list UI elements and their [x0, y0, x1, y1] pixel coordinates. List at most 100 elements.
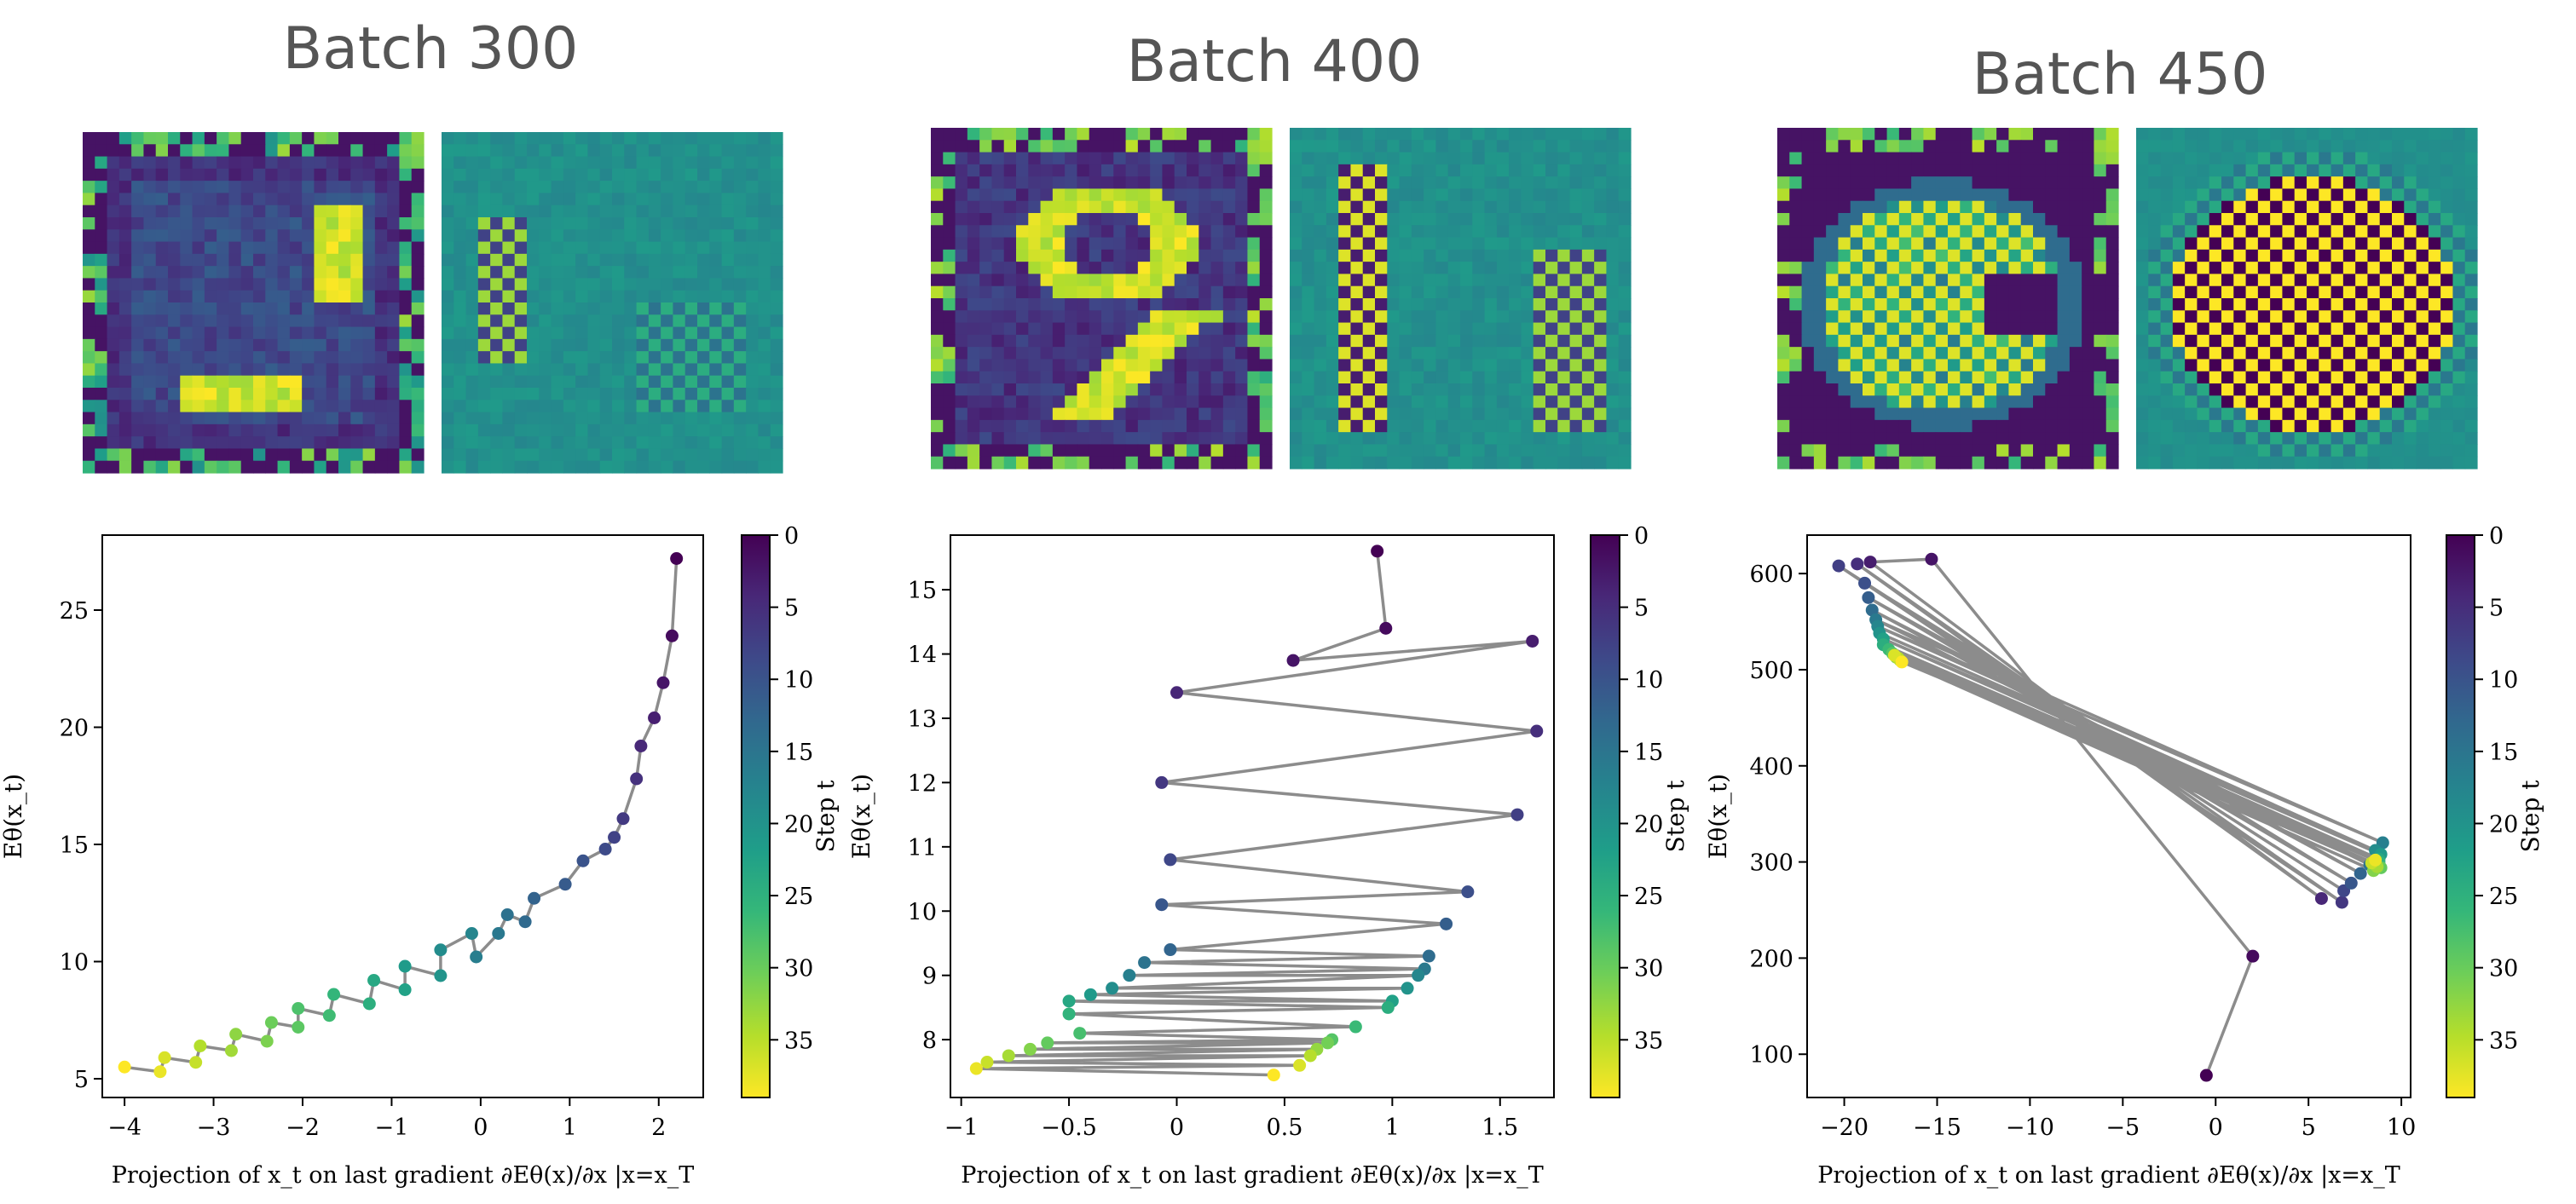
- panel-title-batch-400: Batch 400: [1127, 28, 1423, 95]
- y-tick-label: 500: [1749, 658, 1793, 684]
- x-tick-label: −4: [107, 1115, 142, 1141]
- data-point: [1106, 982, 1119, 995]
- data-point: [1267, 1069, 1280, 1082]
- data-point: [980, 1056, 994, 1069]
- colorbar-tick-label: 10: [2489, 667, 2518, 694]
- image-tile: [2136, 128, 2478, 470]
- data-point: [558, 878, 572, 891]
- colorbar-tick-label: 25: [2489, 884, 2518, 910]
- data-point: [1401, 982, 1414, 995]
- data-point: [1164, 943, 1177, 957]
- data-point: [528, 891, 541, 905]
- plot-frame: [950, 534, 1555, 1098]
- data-point: [1381, 1000, 1395, 1014]
- x-tick-label: −3: [197, 1115, 231, 1141]
- data-point: [1895, 655, 1909, 669]
- data-point: [500, 908, 514, 921]
- data-point: [670, 552, 684, 565]
- colorbar-tick-label: 0: [2489, 523, 2504, 550]
- panel-title-batch-450: Batch 450: [1972, 41, 2268, 108]
- colorbar-tick-label: 20: [784, 811, 813, 838]
- trajectory-line: [976, 550, 1538, 1077]
- data-point: [1170, 686, 1183, 700]
- y-tick-label: 200: [1749, 946, 1793, 972]
- data-point: [576, 854, 590, 867]
- colorbar-tick-label: 35: [784, 1028, 813, 1054]
- data-point: [367, 974, 381, 987]
- data-point: [118, 1060, 131, 1074]
- x-tick-label: 1: [1385, 1115, 1400, 1141]
- x-tick-label: −2: [286, 1115, 320, 1141]
- x-tick-label: 10: [2387, 1115, 2416, 1141]
- data-point: [518, 915, 532, 929]
- y-tick-label: 12: [908, 770, 937, 797]
- data-point: [1349, 1020, 1362, 1034]
- y-tick-label: 400: [1749, 754, 1793, 781]
- data-point: [1412, 969, 1425, 982]
- colorbar-tick-label: 35: [1634, 1028, 1663, 1054]
- data-point: [665, 629, 679, 642]
- colorbar-tick-label: 10: [1634, 667, 1663, 694]
- data-point: [1123, 969, 1136, 982]
- x-tick-label: −1: [375, 1115, 409, 1141]
- colorbar-tick-label: 20: [1634, 811, 1663, 838]
- x-tick-label: −20: [1820, 1115, 1868, 1141]
- image-tile: [442, 132, 783, 474]
- data-point: [1526, 634, 1539, 648]
- colorbar-label: Step t: [2516, 780, 2544, 853]
- data-point: [264, 1016, 278, 1029]
- data-point: [1851, 557, 1864, 571]
- x-axis-label: Projection of x_t on last gradient ∂Eθ(x…: [1817, 1162, 2400, 1189]
- image-tile: [83, 132, 425, 474]
- data-point: [2369, 853, 2383, 867]
- x-tick-label: 0: [473, 1115, 488, 1141]
- plot-frame: [1806, 534, 2411, 1098]
- data-point: [189, 1056, 203, 1069]
- data-point: [616, 812, 630, 826]
- x-tick-label: 5: [2302, 1115, 2316, 1141]
- colorbar-tick-label: 5: [2489, 596, 2504, 622]
- colorbar-tick-label: 30: [1634, 956, 1663, 982]
- data-point: [1024, 1042, 1037, 1056]
- data-point: [598, 843, 612, 855]
- panel-title-batch-300: Batch 300: [283, 15, 579, 83]
- x-tick-label: 1: [563, 1115, 577, 1141]
- data-point: [2199, 1069, 2213, 1082]
- data-point: [292, 1002, 305, 1015]
- data-point: [634, 740, 648, 752]
- data-point: [2314, 891, 2328, 905]
- x-tick-label: 2: [651, 1115, 666, 1141]
- data-point: [648, 711, 661, 724]
- data-point: [470, 950, 483, 964]
- data-point: [158, 1051, 171, 1064]
- y-tick-label: 20: [60, 716, 89, 742]
- chart-2: −1 −0.5 0 0.5 1 1.5 8 9 10 11 12 13 14 15 Projection o…: [847, 523, 1689, 1189]
- data-point: [2246, 949, 2260, 963]
- data-point: [2354, 867, 2367, 880]
- colorbar: [741, 534, 771, 1098]
- data-point: [1073, 1027, 1087, 1040]
- y-tick-label: 13: [908, 706, 937, 733]
- colorbar-tick-label: 25: [1634, 884, 1663, 910]
- y-axis-label: Eθ(x_t): [1704, 774, 1732, 859]
- data-point: [1138, 956, 1152, 970]
- colorbar-tick-label: 35: [2489, 1028, 2518, 1054]
- y-tick-label: 10: [908, 899, 937, 925]
- colorbar-tick-label: 10: [784, 667, 813, 694]
- x-tick-label: 0: [1170, 1115, 1184, 1141]
- data-point: [1002, 1049, 1015, 1063]
- data-point: [1925, 552, 1938, 566]
- x-tick-label: 0.5: [1266, 1115, 1302, 1141]
- x-tick-label: −15: [1913, 1115, 1961, 1141]
- image-tile: [1777, 128, 2119, 470]
- colorbar-tick-label: 25: [784, 884, 813, 910]
- data-point: [2344, 876, 2358, 890]
- colorbar-tick-label: 15: [1634, 740, 1663, 766]
- colorbar-tick-label: 5: [784, 596, 799, 622]
- image-tile: [1290, 128, 1632, 470]
- data-point: [969, 1062, 983, 1075]
- data-point: [1379, 621, 1393, 635]
- y-tick-label: 8: [922, 1028, 937, 1054]
